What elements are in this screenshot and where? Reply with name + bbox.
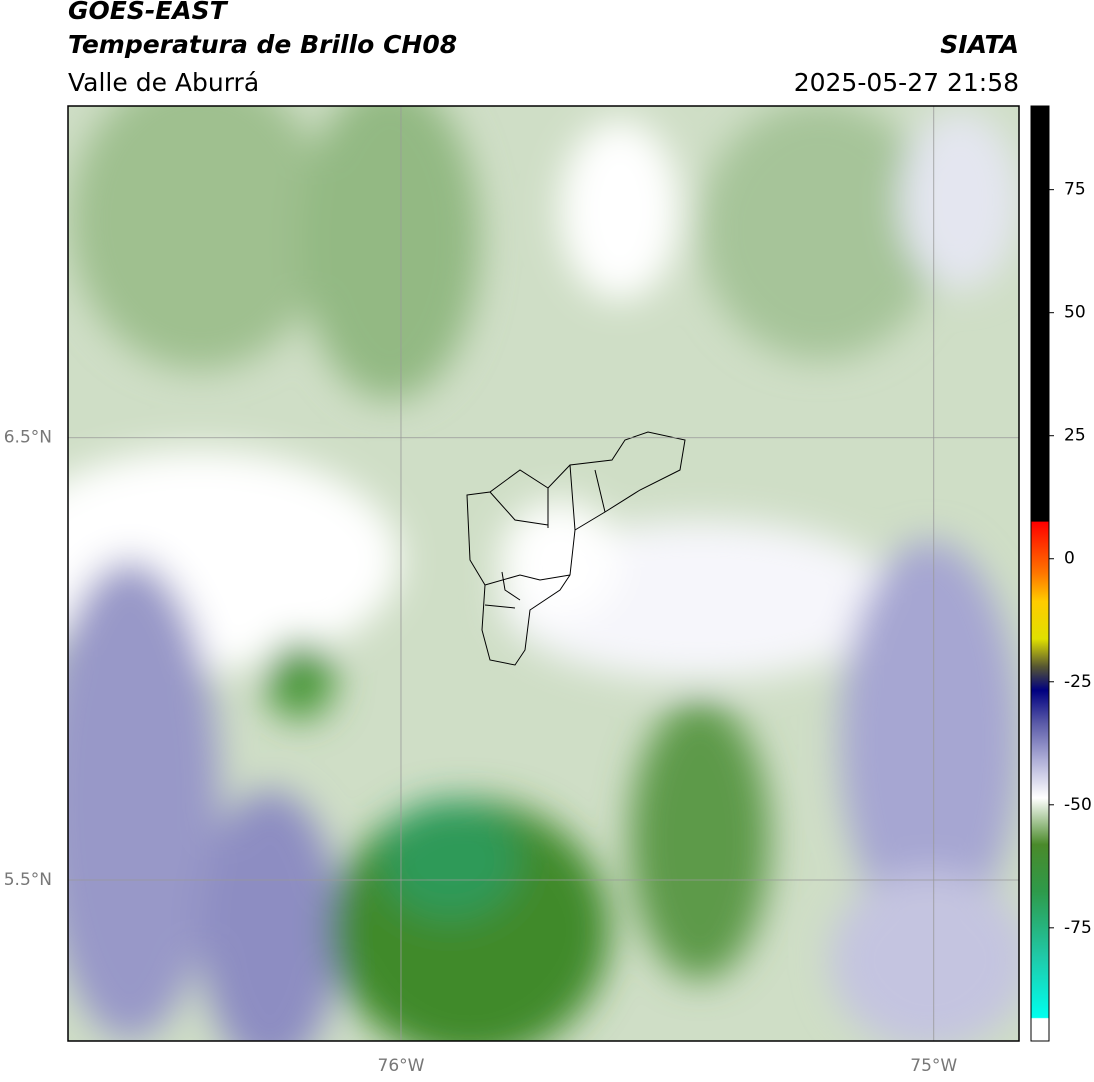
region: Valle de Aburrá <box>68 68 259 97</box>
datetime: 2025-05-27 21:58 <box>794 68 1019 97</box>
lat-label: 6.5°N <box>4 428 52 448</box>
lon-label: 76°W <box>378 1056 425 1076</box>
colorbar-tick-label: -50 <box>1064 795 1092 815</box>
colorbar-tick-label: 50 <box>1064 303 1086 323</box>
municipal-boundaries <box>466 431 686 666</box>
colorbar-tick-label: 75 <box>1064 180 1086 200</box>
lat-label: 5.5°N <box>4 870 52 890</box>
source: SIATA <box>940 30 1019 59</box>
map-frame <box>67 105 1020 1042</box>
title: GOES-EAST <box>68 0 229 25</box>
lon-label: 75°W <box>910 1056 957 1076</box>
colorbar-tick-label: -25 <box>1064 672 1092 692</box>
graticule <box>68 106 1019 1041</box>
colorbar <box>1030 105 1050 1042</box>
colorbar-tick-label: 0 <box>1064 549 1075 569</box>
colorbar-tick-label: -75 <box>1064 918 1092 938</box>
subtitle: Temperatura de Brillo CH08 <box>68 30 457 59</box>
brightness-field <box>68 106 1019 1041</box>
colorbar-tick-label: 25 <box>1064 426 1086 446</box>
